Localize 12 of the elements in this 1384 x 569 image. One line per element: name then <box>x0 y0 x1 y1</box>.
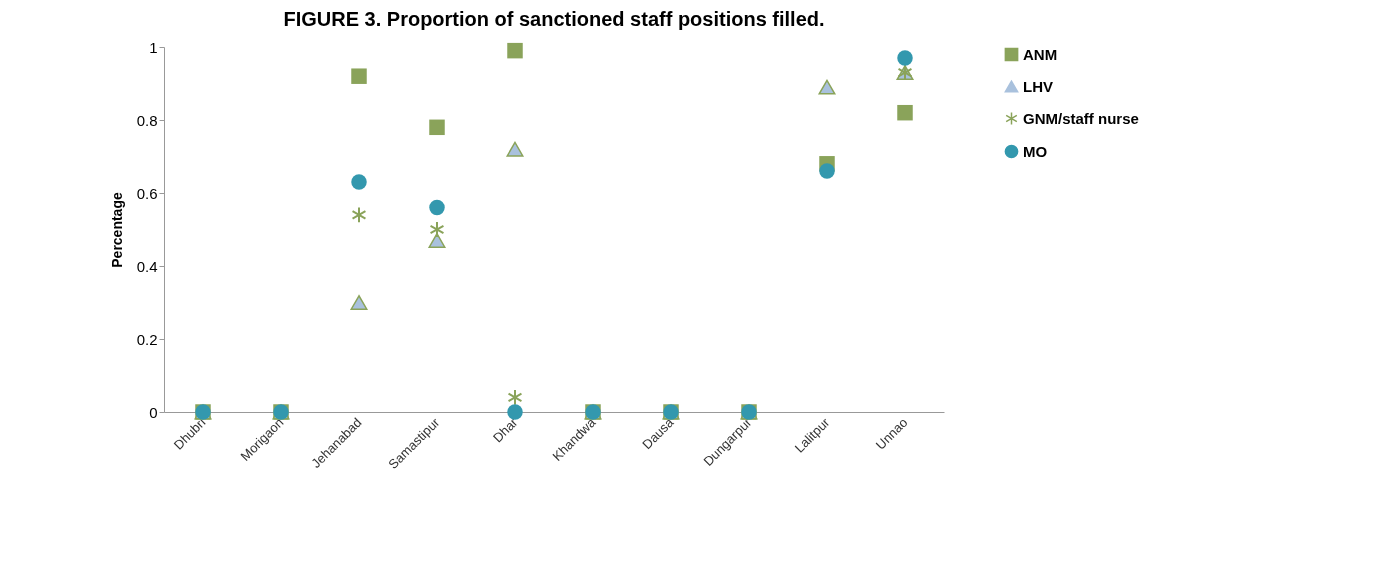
chart-title: FIGURE 3. Proportion of sanctioned staff positions filled. <box>283 8 825 30</box>
y-axis-title: Percentage <box>108 192 125 268</box>
legend-label: GNM/staff nurse <box>1023 109 1139 127</box>
y-tick-label: 0 <box>149 403 158 421</box>
legend-label: MO <box>1023 142 1048 160</box>
y-tick-label: 0.4 <box>136 257 158 275</box>
legend-label: ANM <box>1023 45 1058 63</box>
y-tick-label: 0.8 <box>136 111 158 129</box>
y-tick-label: 0.6 <box>136 184 158 202</box>
y-tick-label: 0.2 <box>136 330 158 348</box>
legend-label: LHV <box>1023 77 1053 95</box>
y-tick-label: 1 <box>149 38 158 56</box>
